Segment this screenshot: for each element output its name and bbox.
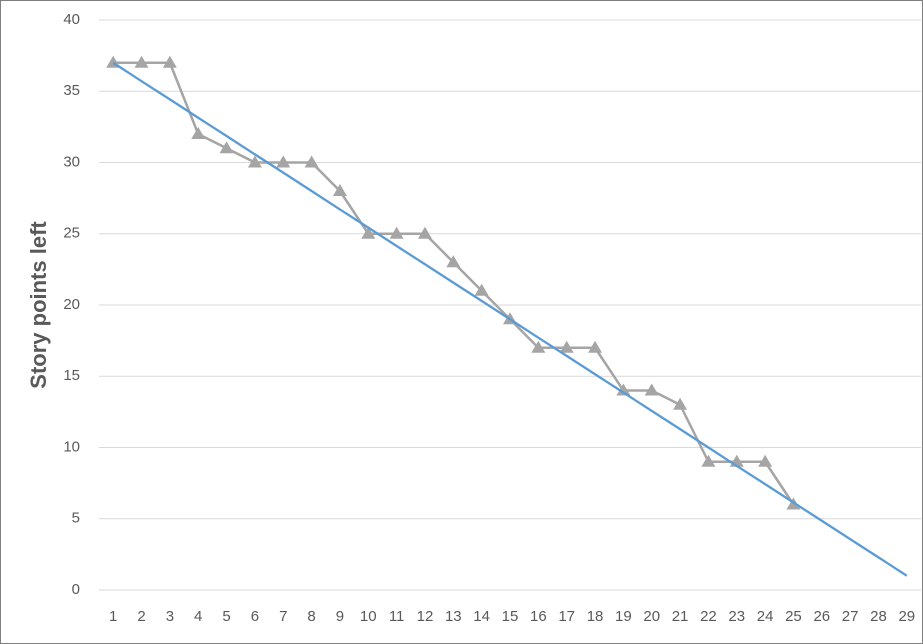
series-line [112, 61, 908, 577]
data-point [673, 397, 688, 410]
x-tick-label: 10 [360, 608, 377, 625]
data-point [701, 454, 716, 467]
x-tick-label: 19 [615, 608, 632, 625]
x-tick-label: 2 [137, 608, 145, 625]
data-point [191, 127, 206, 139]
x-tick-label: 9 [336, 608, 344, 625]
y-tick-label: 30 [63, 153, 80, 170]
x-tick-label: 17 [558, 608, 575, 625]
x-tick-label: 12 [417, 608, 434, 625]
data-point [758, 454, 773, 467]
data-point [134, 55, 149, 68]
x-tick-label: 16 [530, 608, 547, 625]
x-tick-label: 24 [757, 608, 774, 625]
y-tick-label: 20 [63, 296, 80, 313]
data-point [531, 340, 546, 353]
x-tick-label: 8 [307, 608, 315, 625]
y-tick-label: 40 [63, 11, 80, 28]
x-tick-label: 5 [222, 608, 230, 625]
data-point [276, 155, 291, 168]
y-tick-label: 10 [63, 438, 80, 455]
data-point [616, 383, 631, 396]
x-tick-label: 23 [728, 608, 745, 625]
x-tick-label: 4 [194, 608, 202, 625]
data-point [588, 340, 603, 353]
data-point [559, 340, 574, 353]
x-tick-label: 15 [502, 608, 519, 625]
x-tick-label: 18 [587, 608, 604, 625]
x-tick-label: 1 [109, 608, 117, 625]
data-point [247, 155, 262, 168]
x-tick-label: 13 [445, 608, 462, 625]
data-point [474, 283, 489, 296]
data-point [389, 226, 404, 239]
x-tick-label: 14 [473, 608, 490, 625]
data-point [304, 155, 319, 168]
x-tick-label: 25 [785, 608, 802, 625]
data-point [644, 383, 659, 396]
y-tick-label: 25 [63, 225, 80, 242]
data-point [219, 141, 234, 154]
x-tick-label: 21 [672, 608, 689, 625]
y-tick-label: 35 [63, 82, 80, 99]
x-tick-label: 22 [700, 608, 717, 625]
data-point [446, 255, 461, 268]
y-tick-label: 15 [63, 367, 80, 384]
y-tick-label: 0 [72, 581, 80, 598]
x-tick-label: 20 [643, 608, 660, 625]
data-point [162, 55, 177, 68]
x-tick-label: 3 [166, 608, 174, 625]
data-point [417, 226, 432, 239]
x-tick-label: 27 [842, 608, 859, 625]
x-tick-label: 11 [389, 608, 405, 625]
x-tick-label: 29 [898, 608, 915, 625]
x-tick-label: 28 [870, 608, 887, 625]
x-tick-label: 6 [251, 608, 259, 625]
y-tick-label: 5 [72, 510, 80, 527]
data-point [361, 226, 376, 239]
x-tick-label: 26 [813, 608, 830, 625]
y-axis-title: Story points left [26, 221, 51, 389]
data-point [332, 184, 347, 196]
x-tick-label: 7 [279, 608, 287, 625]
